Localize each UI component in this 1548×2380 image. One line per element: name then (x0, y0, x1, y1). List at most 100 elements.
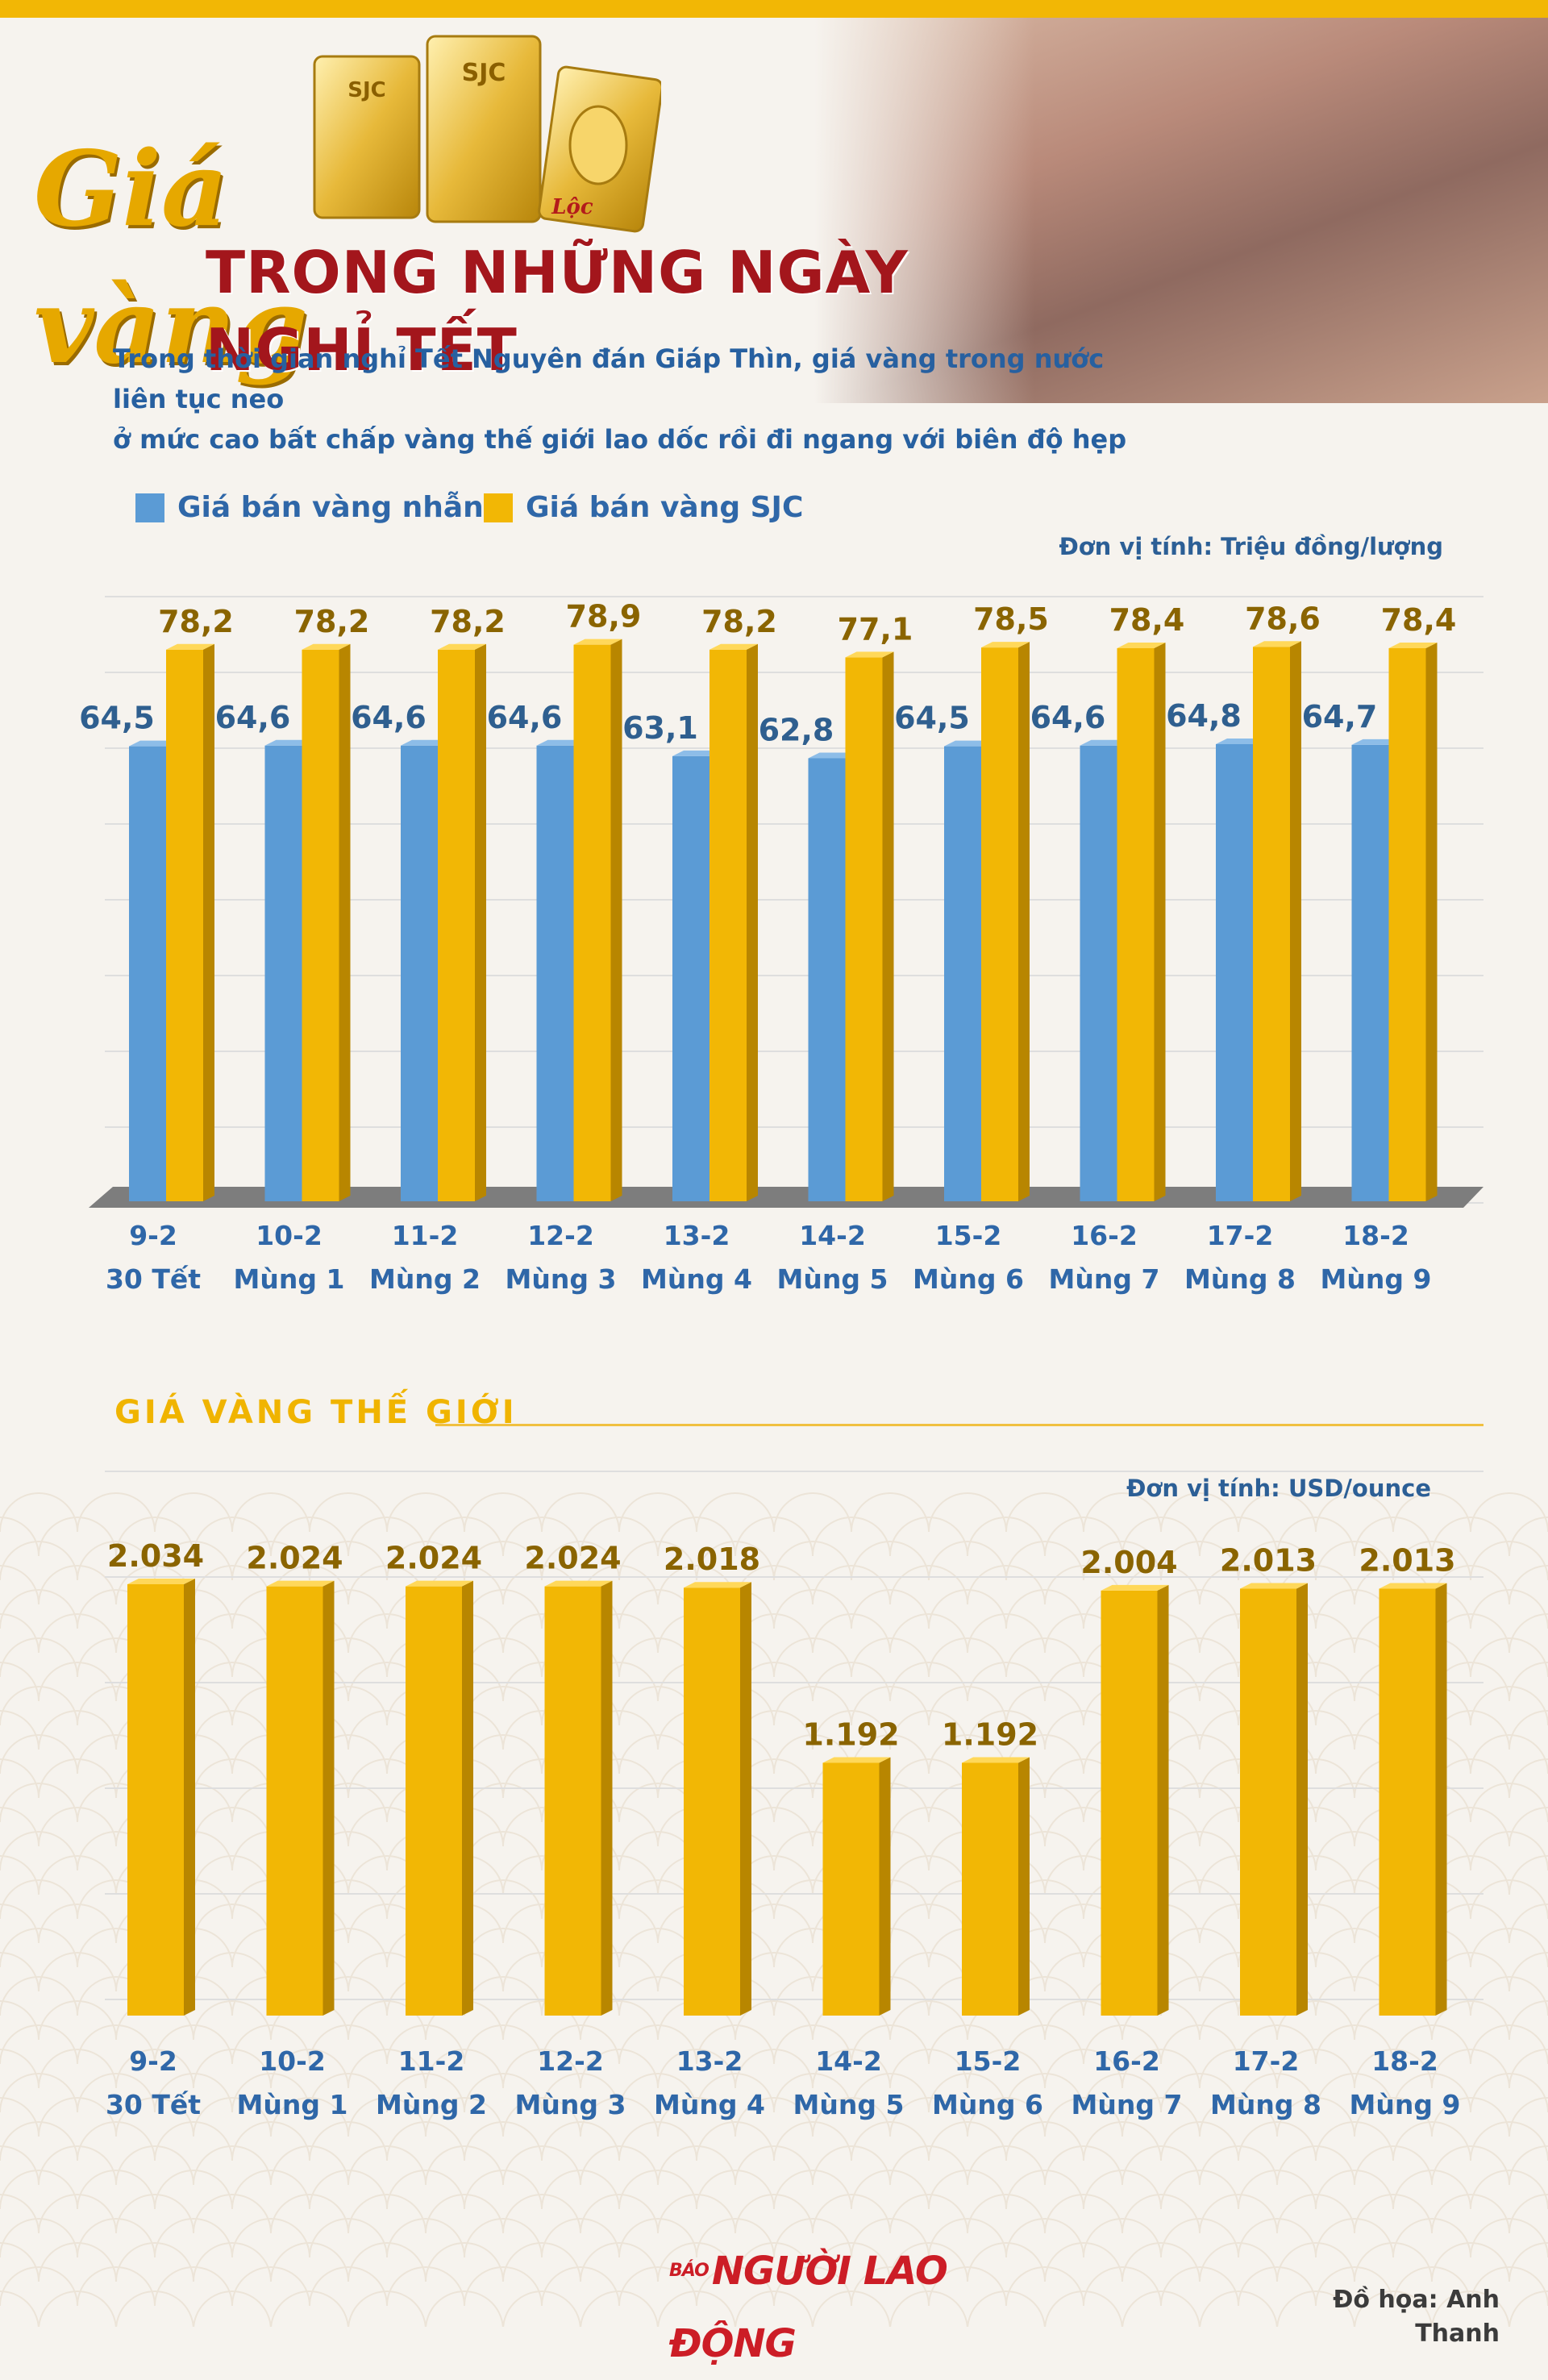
bar-0-8-front (1240, 1588, 1296, 2016)
category-label-5: 14-2 (799, 1220, 866, 1251)
bar-1-4 (710, 643, 758, 1201)
value-label-0-2: 64,6 (351, 700, 427, 735)
wave-pattern-arc (696, 2218, 775, 2258)
wave-pattern-arc (0, 2121, 78, 2162)
wave-pattern-arc (734, 2097, 814, 2137)
wave-pattern-arc (657, 2242, 736, 2282)
bar-0-3-side (601, 1580, 613, 2016)
wave-pattern-arc (1354, 2242, 1433, 2282)
category-label-8: 17-2 (1233, 2045, 1300, 2077)
wave-pattern-arc (77, 2073, 156, 2113)
value-label-0-0: 64,5 (79, 701, 155, 736)
legend-swatch-gold (484, 493, 513, 522)
bar-0-4-front (684, 1587, 740, 2016)
wave-pattern-arc (967, 2097, 1046, 2137)
gold-bar-label-center: SJC (462, 59, 506, 87)
wave-pattern-arc (812, 2194, 891, 2234)
wave-pattern-arc (1354, 2097, 1433, 2137)
subtitle-line-1: Trong thời gian nghỉ Tết Nguyên đán Giáp… (113, 343, 1105, 414)
wave-pattern-arc (1508, 1517, 1548, 1557)
value-label-0-8: 64,8 (1166, 698, 1242, 734)
wave-pattern-arc (541, 2121, 620, 2162)
wave-pattern-arc (193, 2097, 272, 2137)
wave-pattern-arc (1315, 1541, 1394, 1581)
bar-0-0-side (184, 1579, 195, 2016)
bar-0-0-top (127, 1579, 195, 1584)
value-label-1-7: 78,4 (1109, 602, 1185, 638)
wave-pattern-arc (1276, 2194, 1355, 2234)
wave-pattern-arc (1199, 2000, 1278, 2041)
wave-pattern-arc (657, 2097, 736, 2137)
wave-pattern-arc (1160, 2073, 1239, 2113)
bar-0-9 (1379, 1583, 1447, 2016)
wave-pattern-arc (967, 2145, 1046, 2186)
wave-pattern-arc (1470, 2121, 1548, 2162)
wave-pattern-arc (0, 1855, 40, 1895)
wave-pattern-arc (1315, 2121, 1394, 2162)
category-label-1: 10-2 (256, 1220, 322, 1251)
bar-1-4-side (747, 643, 758, 1201)
bar-0-2-side (462, 1580, 473, 2016)
wave-pattern-arc (928, 1637, 1007, 1678)
wave-pattern-arc (851, 1734, 930, 1775)
wave-pattern-arc (154, 2073, 233, 2113)
wave-pattern-arc (1005, 2266, 1084, 2307)
wave-pattern-arc (1044, 2049, 1123, 2089)
value-label-1-2: 78,2 (430, 604, 506, 639)
wave-pattern-arc (1160, 1492, 1239, 1533)
wave-pattern-arc (773, 1637, 852, 1678)
wave-pattern-arc (1160, 2024, 1239, 2065)
category-label-8: 17-2 (1207, 1220, 1274, 1251)
wave-pattern-arc (1238, 2121, 1317, 2162)
wave-pattern-arc (773, 1686, 852, 1726)
wave-pattern-arc (347, 2049, 427, 2089)
wave-pattern-arc (425, 2097, 504, 2137)
bar-0-1-front (264, 745, 302, 1201)
wave-pattern-arc (77, 2121, 156, 2162)
wave-pattern-arc (1083, 2073, 1162, 2113)
value-label-0-1: 2.024 (246, 1541, 343, 1576)
bar-1-8-front (1253, 647, 1290, 1201)
bar-1-5-side (882, 651, 894, 1201)
wave-pattern-arc (1005, 1637, 1084, 1678)
wave-pattern-arc (928, 2121, 1007, 2162)
wave-pattern-arc (812, 2291, 891, 2327)
wave-pattern-arc (154, 2024, 233, 2065)
wave-pattern-arc (193, 1517, 272, 1557)
category-sublabel-9: Mùng 9 (1350, 2089, 1461, 2120)
wave-pattern-arc (1470, 1783, 1548, 1823)
wave-pattern-arc (1083, 2218, 1162, 2258)
wave-pattern-arc (1354, 2049, 1433, 2089)
category-label-4: 13-2 (664, 1220, 730, 1251)
world-gold-chart: 2.034 2.024 2.024 2.024 2.018 1.192 1.192 2.004… (105, 1471, 1484, 2120)
wave-pattern-arc (0, 2073, 78, 2113)
wave-pattern-arc (38, 2145, 117, 2186)
wave-pattern-arc (115, 2097, 194, 2137)
wave-pattern-arc (1470, 1734, 1548, 1775)
wave-pattern-arc (231, 2266, 310, 2307)
wave-pattern-arc (231, 2024, 310, 2065)
wave-pattern-arc (1238, 2266, 1317, 2307)
bar-0-1-side (322, 1580, 335, 2016)
wave-pattern-arc (541, 2218, 620, 2258)
wave-pattern-arc (77, 2266, 156, 2307)
bar-1-3 (573, 639, 622, 1201)
wave-pattern-arc (541, 2024, 620, 2065)
bar-1-9-side (1425, 643, 1438, 1201)
category-label-5: 14-2 (815, 2045, 882, 2077)
wave-pattern-arc (928, 2073, 1007, 2113)
wave-pattern-arc (77, 1492, 156, 1533)
category-label-6: 15-2 (935, 1220, 1002, 1251)
wave-pattern-arc (1005, 1492, 1084, 1533)
wave-pattern-arc (812, 1710, 891, 1750)
wave-pattern-arc (502, 1517, 581, 1557)
bar-1-0 (166, 643, 214, 1201)
bar-1-0-side (203, 643, 214, 1201)
bar-0-8-top (1240, 1583, 1308, 1589)
wave-pattern-arc (1470, 1637, 1548, 1678)
wave-pattern-arc (1276, 1517, 1355, 1557)
bar-1-5-front (845, 657, 883, 1201)
category-label-0: 9-2 (129, 1220, 177, 1251)
wave-pattern-arc (618, 2073, 697, 2113)
wave-pattern-arc (231, 1541, 310, 1581)
